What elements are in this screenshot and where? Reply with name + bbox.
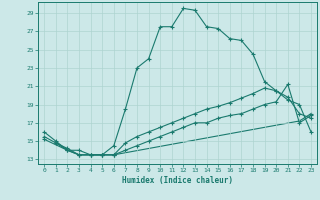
X-axis label: Humidex (Indice chaleur): Humidex (Indice chaleur) (122, 176, 233, 185)
